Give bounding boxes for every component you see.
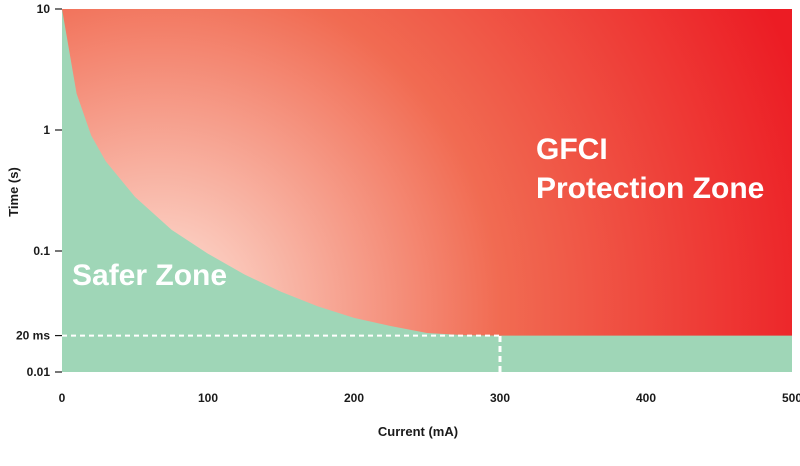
x-tick-label: 300 (490, 391, 510, 405)
y-tick-label: 20 ms (16, 329, 50, 343)
y-tick-label: 0.1 (33, 244, 50, 258)
safer-zone-label: Safer Zone (72, 259, 227, 292)
x-tick-label: 100 (198, 391, 218, 405)
y-axis-ticks: 10 1 0.1 20 ms 0.01 (16, 2, 62, 379)
reference-lines (62, 334, 502, 372)
x-tick-label: 500 (782, 391, 800, 405)
y-tick-label: 10 (37, 2, 51, 16)
protection-zone-label-line2: Protection Zone (536, 172, 764, 205)
y-axis-label: Time (s) (6, 167, 21, 217)
y-tick-label: 1 (43, 123, 50, 137)
y-tick-label: 0.01 (27, 365, 51, 379)
x-axis-label: Current (mA) (378, 424, 458, 439)
plot-area (62, 9, 792, 372)
protection-zone-label-line1: GFCI (536, 133, 608, 166)
x-axis-ticks: 0 100 200 300 400 500 (59, 391, 800, 405)
x-tick-label: 200 (344, 391, 364, 405)
x-tick-label: 0 (59, 391, 66, 405)
protection-zone-area (62, 9, 792, 336)
x-tick-label: 400 (636, 391, 656, 405)
